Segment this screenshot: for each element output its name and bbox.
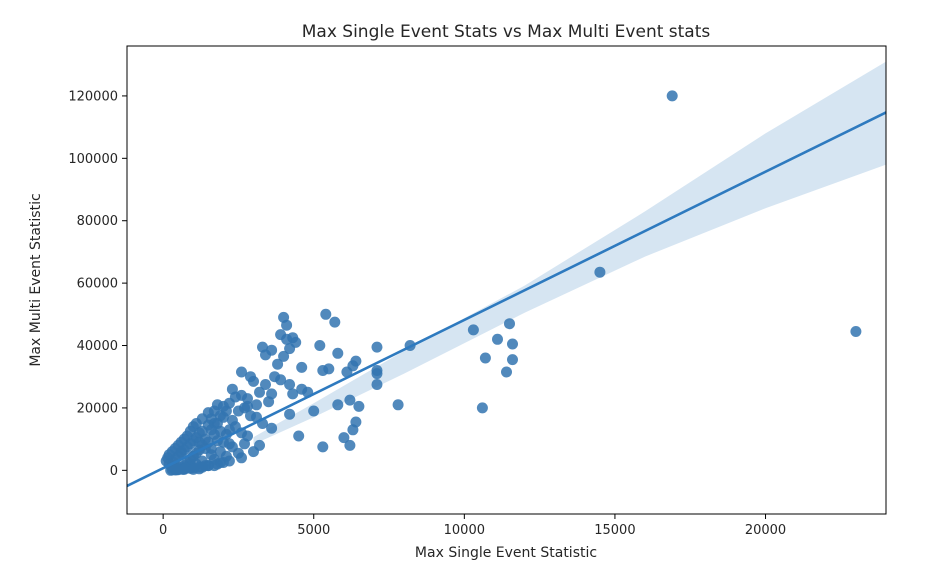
scatter-point	[479, 352, 491, 364]
scatter-point	[175, 446, 187, 458]
scatter-point	[338, 432, 350, 444]
scatter-point	[594, 266, 606, 278]
scatter-point	[507, 354, 518, 366]
scatter-point	[208, 460, 220, 472]
scatter-point	[248, 446, 259, 458]
scatter-point	[332, 399, 344, 411]
x-tick-label: 20000	[745, 523, 786, 538]
confidence-band-layer	[253, 61, 886, 445]
scatter-point	[293, 430, 305, 442]
scatter-point	[205, 424, 217, 436]
scatter-point	[263, 396, 275, 408]
scatter-point	[187, 463, 199, 475]
scatter-point	[260, 379, 271, 390]
scatter-point	[284, 408, 296, 420]
scatter-point	[229, 391, 241, 403]
scatter-point	[476, 402, 488, 414]
scatter-point	[507, 338, 518, 350]
scatter-point	[850, 326, 862, 337]
scatter-point	[239, 438, 250, 450]
y-axis-label: Max Multi Event Statistic	[28, 193, 44, 366]
scatter-point	[251, 399, 262, 411]
confidence-band	[253, 61, 886, 445]
x-tick-label: 15000	[594, 523, 635, 538]
y-tick-label: 20000	[77, 401, 118, 416]
scatter-point	[392, 399, 404, 411]
regression-line	[126, 111, 887, 488]
x-axis-label: Max Single Event Statistic	[415, 545, 597, 561]
scatter-points-layer	[160, 90, 862, 476]
y-tick-label: 0	[110, 464, 118, 479]
scatter-point	[281, 333, 293, 345]
scatter-point	[467, 324, 479, 336]
regression-line-layer	[126, 111, 887, 488]
scatter-point	[320, 308, 332, 320]
scatter-point	[217, 457, 229, 468]
x-axis-ticks: 0 5000 10000 15000 20000	[159, 514, 786, 538]
x-tick-label: 10000	[444, 523, 485, 538]
scatter-point	[501, 366, 512, 378]
scatter-point	[266, 422, 278, 434]
scatter-point	[287, 388, 299, 400]
scatter-point	[350, 355, 362, 367]
scatter-point	[217, 400, 229, 412]
scatter-point	[239, 402, 250, 414]
plot-frame	[126, 45, 887, 515]
scatter-point	[353, 400, 365, 412]
scatter-point	[308, 405, 320, 417]
scatter-point	[317, 441, 329, 453]
scatter-point	[371, 379, 383, 390]
scatter-point	[371, 341, 383, 353]
scatter-point	[248, 375, 259, 387]
chart-title: Max Single Event Stats vs Max Multi Even…	[302, 22, 711, 42]
y-tick-label: 120000	[68, 89, 118, 104]
scatter-point	[290, 336, 302, 348]
scatter-point	[371, 368, 383, 380]
scatter-point	[284, 379, 296, 390]
y-tick-label: 60000	[77, 277, 118, 292]
scatter-point	[278, 350, 290, 362]
scatter-point	[314, 340, 326, 351]
scatter-point	[329, 316, 341, 328]
y-tick-label: 80000	[77, 214, 118, 229]
x-tick-label: 5000	[297, 523, 330, 538]
y-tick-label: 40000	[77, 339, 118, 354]
scatter-point	[344, 439, 356, 451]
scatter-point	[272, 358, 284, 370]
x-tick-label: 0	[159, 523, 167, 538]
scatter-point	[323, 363, 335, 375]
scatter-point	[269, 371, 281, 383]
y-axis-ticks: 0 20000 40000 60000 80000 100000 120000	[68, 89, 127, 479]
scatter-point	[236, 452, 247, 464]
scatter-point	[236, 366, 247, 378]
scatter-point	[178, 463, 190, 475]
scatter-point	[504, 318, 515, 330]
scatter-point	[332, 347, 344, 359]
scatter-point	[245, 410, 256, 422]
y-tick-label: 100000	[68, 152, 118, 167]
scatter-point	[281, 319, 293, 331]
scatter-point	[254, 386, 265, 398]
scatter-point	[350, 416, 362, 428]
scatter-point	[260, 349, 271, 361]
scatter-point	[492, 333, 503, 345]
scatter-point	[666, 90, 678, 102]
scatter-point	[344, 394, 356, 406]
scatter-point	[296, 361, 308, 373]
